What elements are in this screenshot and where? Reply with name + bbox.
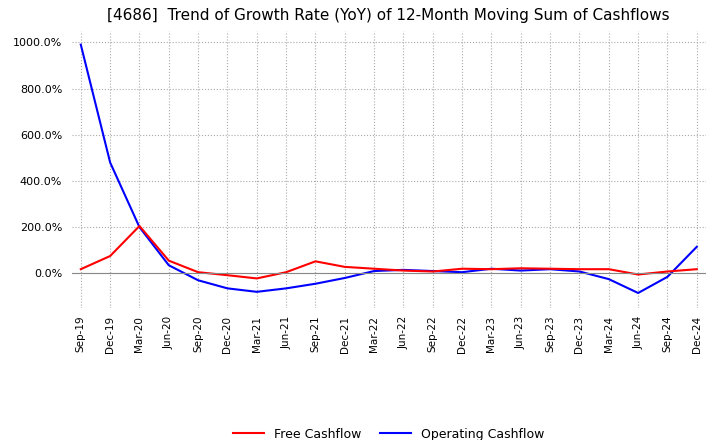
Operating Cashflow	[164, 258, 173, 263]
Operating Cashflow	[106, 253, 114, 259]
Operating Cashflow	[370, 266, 379, 271]
Free Cashflow	[341, 275, 349, 281]
Line: Operating Cashflow: Operating Cashflow	[81, 226, 697, 279]
Free Cashflow	[428, 268, 437, 274]
Free Cashflow	[399, 267, 408, 272]
Title: [4686]  Trend of Growth Rate (YoY) of 12-Month Moving Sum of Cashflows: [4686] Trend of Growth Rate (YoY) of 12-…	[107, 7, 670, 23]
Operating Cashflow	[194, 270, 202, 275]
Free Cashflow	[223, 286, 232, 291]
Operating Cashflow	[634, 272, 642, 277]
Free Cashflow	[135, 224, 144, 230]
Operating Cashflow	[341, 264, 349, 270]
Operating Cashflow	[253, 276, 261, 281]
Operating Cashflow	[693, 267, 701, 272]
Operating Cashflow	[458, 266, 467, 271]
Legend: Free Cashflow, Operating Cashflow: Free Cashflow, Operating Cashflow	[228, 423, 550, 440]
Operating Cashflow	[546, 266, 554, 271]
Free Cashflow	[164, 263, 173, 268]
Operating Cashflow	[311, 259, 320, 264]
Free Cashflow	[487, 266, 496, 271]
Operating Cashflow	[282, 270, 290, 275]
Free Cashflow	[634, 290, 642, 296]
Free Cashflow	[370, 268, 379, 274]
Line: Free Cashflow: Free Cashflow	[81, 44, 697, 293]
Operating Cashflow	[76, 267, 85, 272]
Operating Cashflow	[428, 269, 437, 274]
Operating Cashflow	[663, 269, 672, 274]
Free Cashflow	[575, 269, 584, 274]
Free Cashflow	[546, 267, 554, 272]
Free Cashflow	[311, 281, 320, 286]
Free Cashflow	[516, 268, 525, 273]
Free Cashflow	[194, 278, 202, 283]
Free Cashflow	[458, 270, 467, 275]
Free Cashflow	[605, 276, 613, 282]
Operating Cashflow	[516, 266, 525, 271]
Free Cashflow	[106, 160, 114, 165]
Operating Cashflow	[135, 224, 144, 229]
Free Cashflow	[76, 42, 85, 47]
Operating Cashflow	[223, 272, 232, 278]
Operating Cashflow	[487, 267, 496, 272]
Free Cashflow	[282, 286, 290, 291]
Free Cashflow	[663, 274, 672, 279]
Operating Cashflow	[575, 267, 584, 272]
Operating Cashflow	[399, 268, 408, 273]
Free Cashflow	[693, 244, 701, 249]
Operating Cashflow	[605, 267, 613, 272]
Free Cashflow	[253, 289, 261, 294]
